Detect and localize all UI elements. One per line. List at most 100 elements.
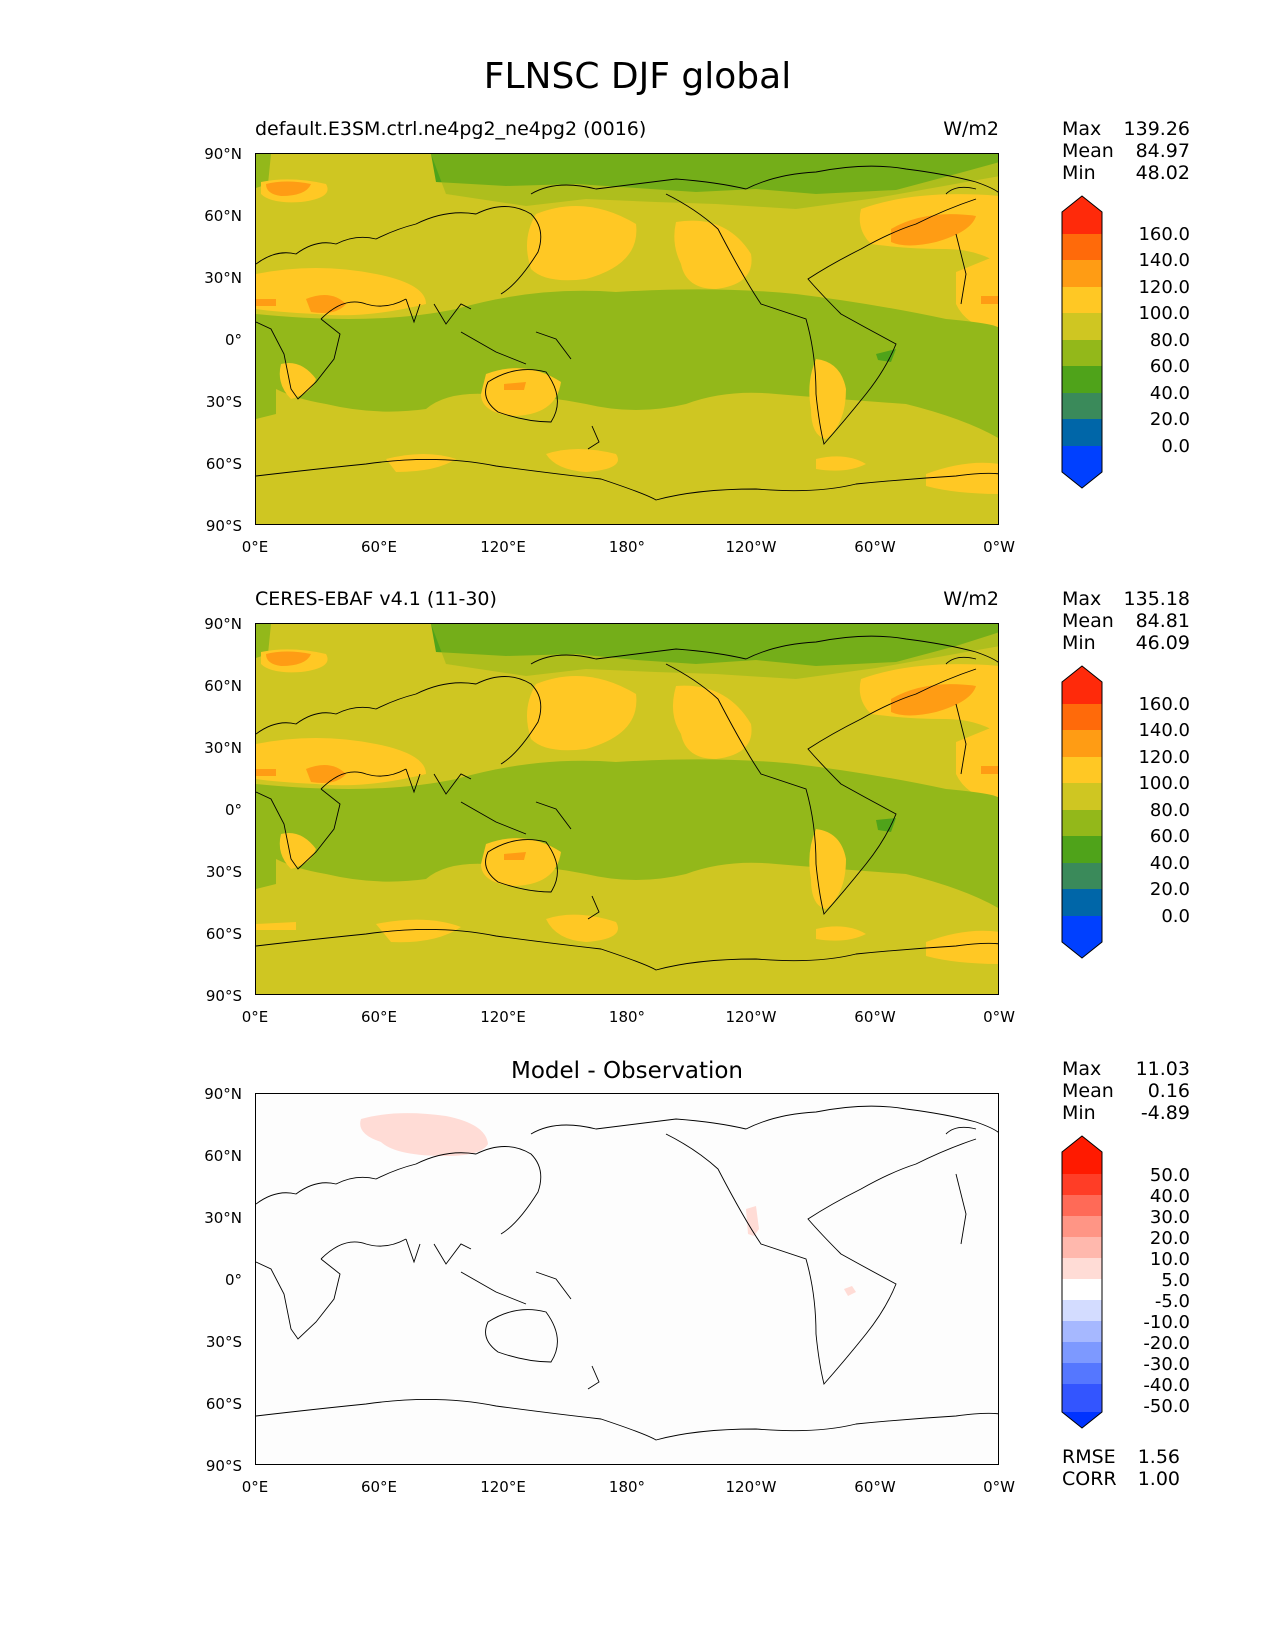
stat-value: 84.81 — [1135, 610, 1190, 632]
lon-label: 180° — [608, 538, 646, 556]
colorbar-label: 140.0 — [1138, 250, 1190, 271]
lon-label: 60°E — [360, 538, 398, 556]
lon-label: 120°W — [725, 1008, 777, 1026]
colorbar-label: 120.0 — [1138, 277, 1190, 298]
colorbar-label: -20.0 — [1143, 1333, 1190, 1354]
lat-label: 60°N — [204, 1147, 242, 1165]
colorbar-label: 50.0 — [1149, 1165, 1190, 1186]
stat-value: 84.97 — [1135, 140, 1190, 162]
panel-difference-title: Model - Observation — [510, 1058, 744, 1084]
lat-label: 0° — [224, 801, 242, 819]
lat-label: 90°N — [204, 615, 242, 633]
colorbar-label: 100.0 — [1138, 773, 1190, 794]
lat-label: 30°S — [205, 863, 242, 881]
colorbar-label: 0.0 — [1161, 906, 1190, 927]
lon-label: 0°E — [241, 538, 269, 556]
lon-label: 60°W — [854, 1008, 896, 1026]
lat-label: 0° — [224, 331, 242, 349]
lat-label: 30°S — [205, 1333, 242, 1351]
colorbar-label: 0.0 — [1161, 436, 1190, 457]
lat-label: 90°S — [205, 987, 242, 1005]
colorbar-label: 80.0 — [1149, 800, 1190, 821]
colorbar-label: 100.0 — [1138, 303, 1190, 324]
panel-reference-title: CERES-EBAF v4.1 (11-30) — [255, 588, 497, 610]
map-test — [255, 153, 999, 525]
stat-value: 135.18 — [1123, 588, 1190, 610]
figure-title: FLNSC DJF global — [483, 56, 792, 97]
colorbar-test — [1061, 195, 1103, 489]
map-test-field — [256, 154, 998, 524]
colorbar-label: 120.0 — [1138, 747, 1190, 768]
lat-label: 30°N — [204, 269, 242, 287]
colorbar-label: 20.0 — [1149, 409, 1190, 430]
map-reference-field — [256, 624, 998, 994]
map-difference — [255, 1093, 999, 1465]
colorbar-label: 160.0 — [1138, 694, 1190, 715]
lat-label: 90°N — [204, 145, 242, 163]
colorbar-label: 20.0 — [1149, 879, 1190, 900]
panel-difference-stats: Max 11.03 Mean 0.16 Min -4.89 — [1062, 1058, 1190, 1124]
colorbar-label: 30.0 — [1149, 1207, 1190, 1228]
lat-label: 60°S — [205, 1395, 242, 1413]
lat-label: 60°N — [204, 207, 242, 225]
lon-label: 0°W — [983, 1478, 1015, 1496]
lat-label: 90°S — [205, 517, 242, 535]
lat-label: 90°S — [205, 1457, 242, 1475]
metric-name: RMSE — [1062, 1446, 1116, 1468]
lat-label: 0° — [224, 1271, 242, 1289]
panel-reference-stats: Max 135.18 Mean 84.81 Min 46.09 — [1062, 588, 1190, 654]
colorbar-label: -5.0 — [1154, 1291, 1190, 1312]
panel-reference: CERES-EBAF v4.1 (11-30) W/m2 — [0, 588, 1275, 1058]
lon-label: 60°W — [854, 1478, 896, 1496]
lon-label: 60°E — [360, 1478, 398, 1496]
colorbar-label: 80.0 — [1149, 330, 1190, 351]
lon-label: 120°E — [480, 1008, 526, 1026]
lat-label: 30°N — [204, 739, 242, 757]
lon-label: 0°E — [241, 1478, 269, 1496]
colorbar-reference — [1061, 665, 1103, 959]
stat-value: -4.89 — [1140, 1102, 1190, 1124]
colorbar-label: 20.0 — [1149, 1228, 1190, 1249]
stat-name: Mean — [1062, 610, 1114, 632]
stat-name: Max — [1062, 588, 1102, 610]
panel-difference: Model - Observation — [0, 1058, 1275, 1498]
stat-name: Min — [1062, 632, 1096, 654]
metric-value: 1.00 — [1137, 1468, 1180, 1490]
stat-name: Min — [1062, 1102, 1096, 1124]
stat-name: Mean — [1062, 140, 1114, 162]
lon-label: 0°W — [983, 1008, 1015, 1026]
lat-label: 30°S — [205, 393, 242, 411]
lon-label: 0°E — [241, 1008, 269, 1026]
stat-name: Min — [1062, 162, 1096, 184]
map-difference-field — [256, 1094, 998, 1464]
stat-value: 139.26 — [1123, 118, 1190, 140]
lon-label: 120°W — [725, 1478, 777, 1496]
lon-label: 0°W — [983, 538, 1015, 556]
colorbar-difference — [1061, 1135, 1103, 1429]
metric-name: CORR — [1062, 1468, 1117, 1490]
colorbar-label: -40.0 — [1143, 1375, 1190, 1396]
stat-name: Max — [1062, 1058, 1102, 1080]
colorbar-label: -30.0 — [1143, 1354, 1190, 1375]
lat-label: 60°S — [205, 925, 242, 943]
stat-value: 11.03 — [1135, 1058, 1190, 1080]
colorbar-label: 60.0 — [1149, 826, 1190, 847]
lon-label: 180° — [608, 1478, 646, 1496]
lon-label: 120°E — [480, 1478, 526, 1496]
panel-difference-metrics: RMSE 1.56 CORR 1.00 — [1062, 1446, 1180, 1490]
colorbar-label: 40.0 — [1149, 383, 1190, 404]
lat-label: 60°N — [204, 677, 242, 695]
stat-value: 46.09 — [1135, 632, 1190, 654]
lon-label: 60°E — [360, 1008, 398, 1026]
colorbar-label: 40.0 — [1149, 1186, 1190, 1207]
colorbar-label: 60.0 — [1149, 356, 1190, 377]
metric-value: 1.56 — [1137, 1446, 1180, 1468]
lon-label: 60°W — [854, 538, 896, 556]
colorbar-label: -50.0 — [1143, 1396, 1190, 1417]
panel-test: default.E3SM.ctrl.ne4pg2_ne4pg2 (0016) W… — [0, 118, 1275, 588]
stat-name: Max — [1062, 118, 1102, 140]
colorbar-label: 5.0 — [1161, 1270, 1190, 1291]
panel-test-title: default.E3SM.ctrl.ne4pg2_ne4pg2 (0016) — [255, 118, 647, 140]
lon-label: 120°E — [480, 538, 526, 556]
stat-name: Mean — [1062, 1080, 1114, 1102]
